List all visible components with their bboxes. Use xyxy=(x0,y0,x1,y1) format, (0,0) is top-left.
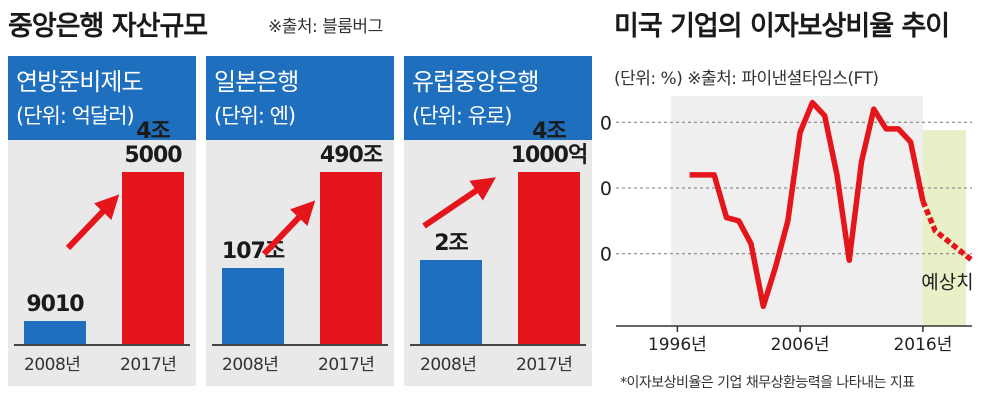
bar-2008 xyxy=(420,259,482,344)
growth-arrow xyxy=(65,194,120,251)
baseline xyxy=(14,344,190,346)
left-title: 중앙은행 자산규모 xyxy=(8,11,208,42)
panel-unit: (단위: 유로) xyxy=(412,104,512,128)
bar-2017 xyxy=(518,172,580,344)
panel-header: 유럽중앙은행 (단위: 유로) xyxy=(404,56,592,140)
baseline xyxy=(212,344,388,346)
series-forecast xyxy=(920,200,974,263)
panel-name: 유럽중앙은행 xyxy=(412,68,539,96)
panel-unit: (단위: 엔) xyxy=(214,104,296,128)
baseline xyxy=(410,344,586,346)
growth-arrow xyxy=(261,200,316,257)
y-tick-label: 6.0 xyxy=(600,178,612,200)
year-label-2008: 2008년 xyxy=(420,355,477,375)
y-tick-label: 7.0 xyxy=(600,112,612,134)
year-label-2017: 2017년 xyxy=(120,355,177,375)
year-label-2017: 2017년 xyxy=(318,355,375,375)
panel-header: 연방준비제도 (단위: 억달러) xyxy=(8,56,196,140)
series-actual xyxy=(689,99,926,310)
value-label-2008: 2조 xyxy=(434,230,469,256)
panel-name: 일본은행 xyxy=(214,68,299,96)
value-label-2017: 490조 xyxy=(319,143,383,168)
bar-2017 xyxy=(320,172,382,344)
line-chart: 5.0 6.0 7.0 1996년 2006년 2016년 예상치 xyxy=(600,96,974,355)
forecast-label: 예상치 xyxy=(921,271,973,293)
y-tick-label: 5.0 xyxy=(600,244,612,266)
left-source: ※출처: 블룸버그 xyxy=(268,17,383,37)
growth-arrow xyxy=(422,177,496,229)
panel-fed: 연방준비제도 (단위: 억달러) 9010 4조 5000 2008년 2017년 xyxy=(8,56,196,386)
forecast-region xyxy=(922,130,966,326)
bar-2008 xyxy=(222,268,284,344)
bar-2017 xyxy=(122,172,184,344)
panel-unit: (단위: 억달러) xyxy=(16,104,135,128)
year-label-2008: 2008년 xyxy=(24,355,81,375)
right-subtitle: (단위: %) ※출처: 파이낸셜타임스(FT) xyxy=(614,69,879,89)
year-label-2017: 2017년 xyxy=(516,355,573,375)
right-title: 미국 기업의 이자보상비율 추이 xyxy=(614,11,950,42)
x-tick-label: 1996년 xyxy=(648,335,707,355)
value-label-2008: 9010 xyxy=(26,291,84,317)
footnote: *이자보상비율은 기업 채무상환능력을 나타내는 지표 xyxy=(620,375,915,391)
panel-boj: 일본은행 (단위: 엔) 107조 490조 2008년 2017년 xyxy=(206,56,394,386)
panel-header: 일본은행 (단위: 엔) xyxy=(206,56,394,140)
year-label-2008: 2008년 xyxy=(222,355,279,375)
x-tick-label: 2016년 xyxy=(893,335,952,355)
panel-name: 연방준비제도 xyxy=(16,68,143,96)
value-label-2017: 4조 1000억 xyxy=(510,119,588,168)
x-tick-label: 2006년 xyxy=(771,335,830,355)
bar-2008 xyxy=(24,320,86,344)
panel-ecb: 유럽중앙은행 (단위: 유로) 2조 4조 1000억 2008년 2017년 xyxy=(404,56,592,386)
value-label-2017: 4조 5000 xyxy=(124,119,182,168)
